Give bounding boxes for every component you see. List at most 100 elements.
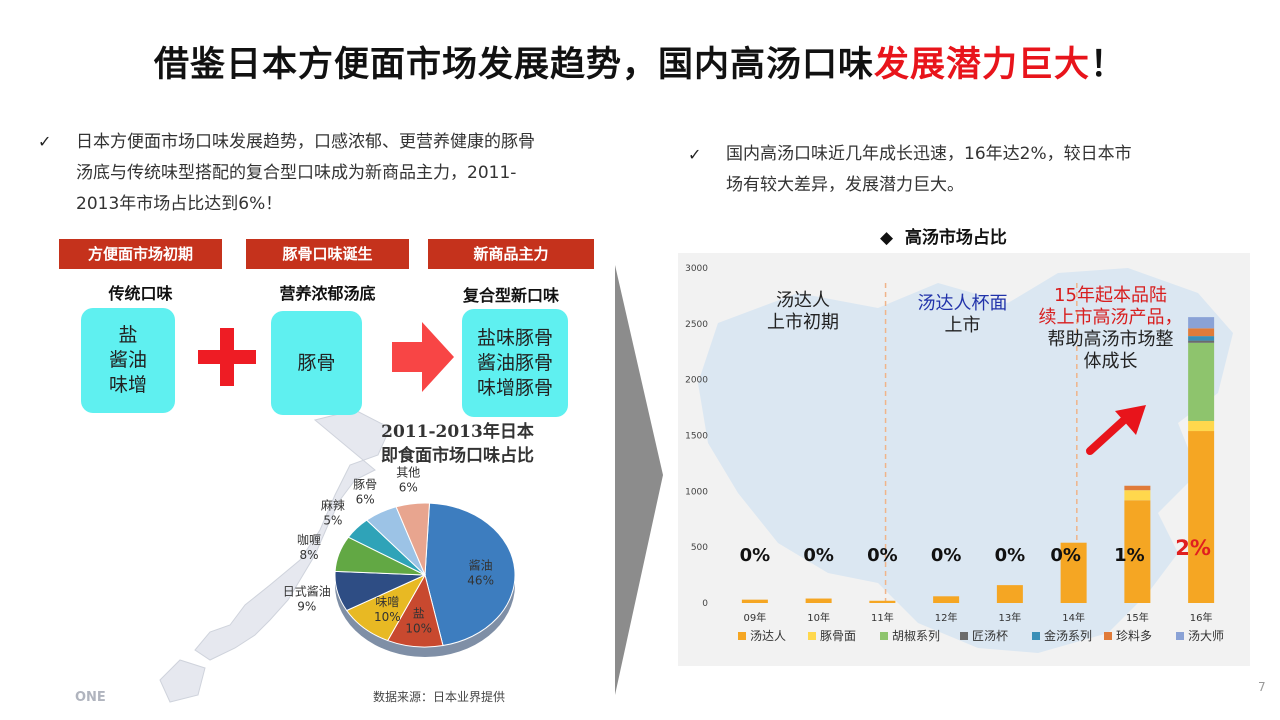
pie-label: 豚骨 bbox=[353, 477, 377, 491]
bar-segment bbox=[1188, 336, 1215, 341]
legend-label: 豚骨面 bbox=[820, 629, 856, 643]
x-tick-label: 14年 bbox=[1062, 611, 1085, 624]
traditional-flavor-box: 盐 酱油 味增 bbox=[81, 308, 175, 413]
annotation-line: 15年起本品陆 bbox=[1054, 285, 1167, 306]
pie-value-label: 6% bbox=[399, 481, 418, 495]
annotation-line: 汤达人 bbox=[776, 290, 830, 311]
left-bullet-line: 日本方便面市场口味发展趋势，口感浓郁、更营养健康的豚骨 bbox=[76, 132, 535, 152]
flavor-item: 盐 bbox=[118, 324, 138, 346]
legend-label: 胡椒系列 bbox=[892, 629, 940, 643]
x-tick-label: 11年 bbox=[871, 611, 894, 624]
left-bullet-text: 日本方便面市场口味发展趋势，口感浓郁、更营养健康的豚骨 汤底与传统味型搭配的复合… bbox=[76, 127, 636, 220]
legend-label: 汤大师 bbox=[1188, 629, 1224, 643]
title-highlight: 发展潜力巨大 bbox=[873, 45, 1090, 85]
bar-segment bbox=[741, 599, 768, 603]
flavor-item: 豚骨 bbox=[297, 351, 336, 374]
bar-segment bbox=[1124, 490, 1151, 501]
right-bullet-text: 国内高汤口味近几年成长迅速，16年达2%，较日本市 场有较大差异，发展潜力巨大。 bbox=[726, 139, 1246, 201]
stage-label: 方便面市场初期 bbox=[59, 239, 222, 269]
bar-segment bbox=[1188, 340, 1215, 343]
logo-text: ONE bbox=[75, 690, 106, 705]
pie-label: 盐 bbox=[413, 606, 425, 620]
legend-swatch bbox=[1176, 632, 1184, 640]
growth-arrow-icon bbox=[1086, 405, 1146, 455]
annotation-launch: 汤达人 上市初期 bbox=[748, 290, 858, 334]
bar-segment bbox=[1124, 485, 1151, 491]
legend-swatch bbox=[1032, 632, 1040, 640]
stage-label: 豚骨口味诞生 bbox=[246, 239, 409, 269]
annotation-line: 帮助高汤市场整 bbox=[1047, 329, 1174, 350]
stage-label: 新商品主力 bbox=[428, 239, 594, 269]
page-number: 7 bbox=[1258, 680, 1266, 694]
bar-segment bbox=[1124, 500, 1151, 603]
pie-value-label: 10% bbox=[405, 621, 432, 635]
flavor-item: 盐味豚骨 bbox=[476, 326, 553, 349]
annotation-growth: 15年起本品陆 续上市高汤产品， 帮助高汤市场整 体成长 bbox=[1038, 285, 1183, 373]
pie-value-label: 8% bbox=[299, 548, 318, 562]
bar-segment bbox=[1188, 342, 1215, 421]
legend-swatch bbox=[960, 632, 968, 640]
bar-segment bbox=[1060, 542, 1087, 603]
left-bullet-line: 2013年市场占比达到6%！ bbox=[76, 194, 283, 214]
bar-segment bbox=[1188, 317, 1215, 329]
percent-label: 1% bbox=[1114, 545, 1145, 566]
y-tick-label: 500 bbox=[691, 543, 708, 553]
y-tick-label: 2000 bbox=[685, 376, 708, 386]
percent-label: 0% bbox=[995, 545, 1026, 566]
percent-label: 2% bbox=[1175, 536, 1211, 560]
flavor-item: 味增 bbox=[108, 374, 147, 396]
flavor-item: 酱油豚骨 bbox=[476, 351, 553, 374]
bar-segment bbox=[996, 585, 1023, 603]
plus-icon bbox=[198, 328, 256, 386]
pie-slice bbox=[395, 502, 431, 576]
stage-subtitle: 营养浓郁汤底 bbox=[279, 284, 376, 303]
pie-source: 数据来源：日本业界提供 bbox=[373, 690, 506, 704]
y-tick-label: 2500 bbox=[685, 320, 708, 330]
x-tick-label: 13年 bbox=[999, 611, 1022, 624]
pie-value-label: 9% bbox=[297, 599, 316, 613]
bar-segment bbox=[1188, 328, 1215, 337]
pie-slice bbox=[424, 502, 516, 647]
percent-label: 0% bbox=[803, 545, 834, 566]
percent-label: 0% bbox=[931, 545, 962, 566]
legend-label: 汤达人 bbox=[750, 629, 786, 643]
y-tick-label: 1500 bbox=[685, 432, 708, 442]
legend-label: 珍料多 bbox=[1116, 629, 1152, 643]
pie-value-label: 10% bbox=[374, 610, 401, 624]
flavor-item: 味增豚骨 bbox=[476, 376, 553, 399]
x-tick-label: 15年 bbox=[1126, 611, 1149, 624]
x-tick-label: 12年 bbox=[935, 611, 958, 624]
annotation-line: 上市初期 bbox=[767, 312, 839, 333]
legend-label: 金汤系列 bbox=[1044, 628, 1092, 643]
check-icon: ✓ bbox=[38, 132, 52, 151]
legend-label: 匠汤杯 bbox=[972, 629, 1008, 643]
pie-value-label: 6% bbox=[356, 492, 375, 506]
bar-segment bbox=[805, 598, 832, 603]
x-tick-label: 10年 bbox=[807, 611, 830, 624]
legend-swatch bbox=[1104, 632, 1112, 640]
y-tick-label: 3000 bbox=[685, 264, 708, 274]
pie-label: 日式酱油 bbox=[283, 583, 331, 598]
bar-segment bbox=[933, 596, 960, 603]
title-main: 借鉴日本方便面市场发展趋势，国内高汤口味 bbox=[153, 45, 874, 85]
annotation-line: 汤达人杯面 bbox=[917, 293, 1008, 314]
bar-segment bbox=[1188, 431, 1215, 603]
pie-label: 其他 bbox=[396, 466, 420, 480]
slide-title: 借鉴日本方便面市场发展趋势，国内高汤口味发展潜力巨大！ bbox=[0, 36, 1280, 87]
pie-value-label: 46% bbox=[467, 574, 494, 588]
annotation-cup: 汤达人杯面 上市 bbox=[905, 293, 1020, 337]
legend-swatch bbox=[738, 632, 746, 640]
y-tick-label: 0 bbox=[702, 599, 708, 609]
pie-label: 酱油 bbox=[469, 558, 493, 573]
diamond-icon: ◆ bbox=[880, 228, 894, 248]
right-bullet-line: 国内高汤口味近几年成长迅速，16年达2%，较日本市 bbox=[726, 144, 1132, 164]
y-tick-label: 1000 bbox=[685, 487, 708, 497]
stage-subtitle: 传统口味 bbox=[108, 284, 173, 303]
annotation-line: 上市 bbox=[944, 315, 981, 336]
japan-map-image bbox=[159, 410, 391, 703]
divider-chevron bbox=[615, 265, 663, 695]
percent-label: 0% bbox=[1050, 545, 1081, 566]
pie-title-line: 即食面市场口味占比 bbox=[381, 446, 534, 466]
pie-label: 咖喱 bbox=[297, 532, 321, 547]
x-tick-label: 16年 bbox=[1190, 611, 1213, 624]
